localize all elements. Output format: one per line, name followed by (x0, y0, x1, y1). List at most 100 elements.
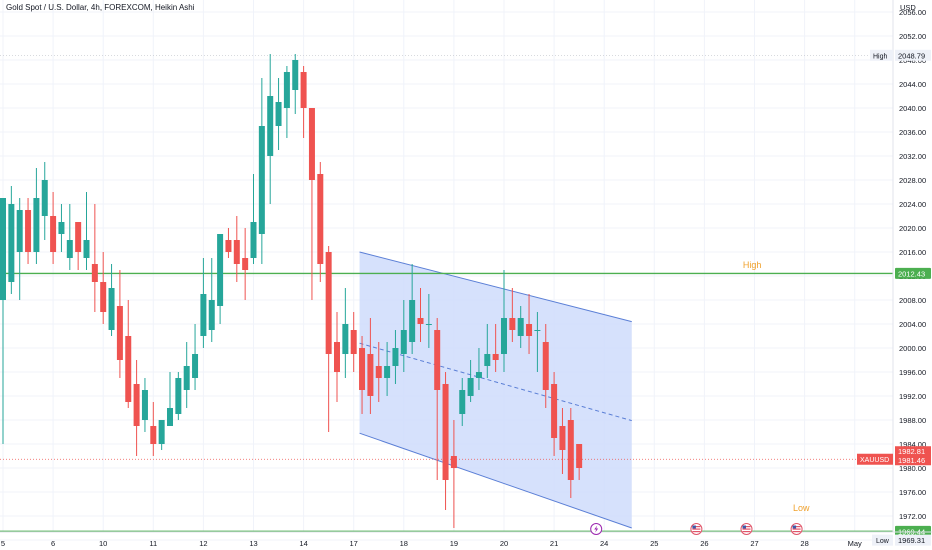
candle[interactable] (50, 192, 57, 264)
candle[interactable] (183, 342, 190, 408)
candle[interactable] (175, 372, 182, 420)
candle[interactable] (91, 204, 98, 312)
candle-body (175, 378, 182, 414)
candle[interactable] (400, 300, 407, 372)
candle[interactable] (275, 78, 282, 150)
candle[interactable] (375, 342, 382, 402)
candle[interactable] (509, 288, 516, 342)
candle[interactable] (200, 258, 207, 348)
candle[interactable] (342, 288, 349, 378)
candle[interactable] (409, 264, 416, 354)
channel-median-line[interactable] (359, 342, 632, 422)
candle-body (108, 288, 115, 330)
candle[interactable] (100, 252, 107, 324)
price-tick-label: 2036.00 (899, 128, 926, 137)
candle[interactable] (526, 294, 533, 354)
candle[interactable] (208, 258, 215, 342)
candle[interactable] (33, 168, 40, 264)
candle[interactable] (217, 234, 224, 324)
time-axis[interactable]: 5 6 10 11 12 13 14 17 18 19 20 21 24 25 26 27 28 May (0, 531, 932, 548)
candle[interactable] (66, 204, 73, 270)
candle[interactable] (450, 420, 457, 528)
candle[interactable] (167, 372, 173, 426)
candle[interactable] (459, 378, 466, 426)
low-tag-text: Low (876, 538, 890, 545)
candle[interactable] (517, 306, 524, 348)
candle[interactable] (484, 324, 491, 378)
candle[interactable] (233, 216, 240, 282)
channel-lower-line[interactable] (359, 432, 632, 529)
low-price-tag[interactable]: Low 1969.31 (872, 534, 931, 546)
candle[interactable] (567, 408, 574, 498)
candle[interactable] (534, 312, 541, 372)
candle[interactable] (475, 348, 482, 390)
candle[interactable] (367, 318, 374, 414)
candle-body (317, 174, 324, 264)
price-tick-label: 1980.00 (899, 464, 926, 473)
price-axis[interactable]: USD2056.002052.002048.002044.002040.0020… (857, 0, 932, 550)
candle[interactable] (225, 228, 232, 258)
candle-body (300, 72, 307, 108)
hline-price-tag[interactable]: 2012.43 (895, 267, 931, 279)
channel-upper-line[interactable] (359, 251, 632, 323)
candle[interactable] (192, 324, 199, 390)
high-tag-bg (870, 49, 893, 61)
us-flag-icon[interactable] (690, 523, 703, 535)
candle[interactable] (551, 372, 558, 456)
candle[interactable] (25, 198, 32, 264)
candle[interactable] (325, 246, 332, 432)
us-flag-icon[interactable] (740, 523, 753, 535)
candle-body (409, 300, 416, 342)
candle[interactable] (559, 408, 566, 474)
candle[interactable] (0, 198, 6, 444)
lightning-icon[interactable] (590, 523, 603, 535)
candle[interactable] (576, 444, 583, 480)
candle-body (242, 258, 249, 270)
candle[interactable] (434, 318, 441, 480)
candle[interactable] (108, 264, 115, 336)
candle[interactable] (75, 222, 82, 270)
candle[interactable] (8, 186, 15, 294)
candle[interactable] (16, 198, 23, 300)
candle[interactable] (283, 66, 290, 138)
candle[interactable] (292, 54, 299, 114)
candle[interactable] (250, 174, 257, 264)
candle[interactable] (267, 54, 274, 204)
candle[interactable] (392, 330, 399, 384)
candle[interactable] (501, 270, 507, 372)
candle[interactable] (350, 312, 357, 372)
candle[interactable] (384, 342, 391, 396)
candle[interactable] (417, 288, 424, 342)
candle[interactable] (150, 402, 157, 456)
candle[interactable] (308, 108, 315, 300)
candle[interactable] (58, 204, 65, 252)
candle[interactable] (116, 270, 123, 378)
high-price-tag[interactable]: High 2048.79 (870, 49, 931, 61)
candle[interactable] (141, 378, 148, 432)
candle[interactable] (442, 372, 449, 510)
flag-stripe (792, 526, 801, 528)
candle-body (141, 390, 148, 420)
candle[interactable] (125, 300, 132, 408)
candle[interactable] (300, 66, 307, 138)
candle[interactable] (83, 192, 90, 270)
candle[interactable] (41, 162, 48, 240)
parallel-channel[interactable] (359, 251, 632, 529)
time-tick-label: 18 (400, 539, 408, 548)
candle[interactable] (158, 420, 165, 450)
candle[interactable] (317, 162, 324, 282)
us-flag-icon[interactable] (790, 523, 803, 535)
flag-stripe (742, 526, 751, 528)
candle[interactable] (334, 312, 340, 402)
candle[interactable] (258, 78, 265, 264)
candle-body (334, 342, 340, 372)
candle[interactable] (425, 294, 432, 348)
candle[interactable] (359, 336, 366, 414)
candle[interactable] (542, 324, 549, 408)
candle[interactable] (467, 360, 474, 402)
candle[interactable] (133, 360, 140, 456)
candle[interactable] (492, 324, 499, 372)
candle[interactable] (242, 228, 249, 300)
